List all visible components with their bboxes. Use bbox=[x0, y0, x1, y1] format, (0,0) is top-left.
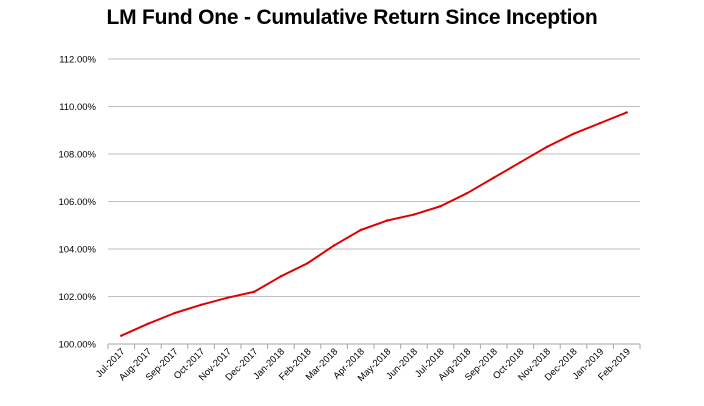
chart-title: LM Fund One - Cumulative Return Since In… bbox=[106, 6, 598, 29]
data-point bbox=[173, 311, 176, 315]
data-point bbox=[359, 228, 362, 232]
data-point bbox=[598, 121, 602, 125]
data-point bbox=[465, 191, 469, 195]
series-line bbox=[120, 111, 628, 337]
y-tick-label: 106.00% bbox=[58, 197, 96, 208]
data-point bbox=[439, 205, 442, 208]
axes bbox=[107, 343, 641, 349]
data-point bbox=[146, 322, 150, 326]
data-point bbox=[332, 244, 336, 247]
series-layer bbox=[120, 111, 628, 337]
y-tick-label: 108.00% bbox=[58, 150, 96, 161]
data-point bbox=[279, 275, 283, 278]
x-tick-labels: Jul-2017Aug-2017Sep-2017Oct-2017Nov-2017… bbox=[94, 346, 633, 384]
y-tick-label: 104.00% bbox=[58, 245, 96, 256]
data-point bbox=[253, 290, 256, 293]
gridlines bbox=[108, 58, 640, 297]
y-tick-label: 102.00% bbox=[58, 292, 96, 303]
y-tick-label: 112.00% bbox=[59, 55, 96, 66]
data-point bbox=[306, 262, 309, 265]
data-point bbox=[412, 213, 416, 216]
data-point bbox=[199, 303, 203, 307]
data-point bbox=[519, 161, 522, 164]
data-point bbox=[492, 176, 495, 179]
y-tick-labels: 100.00% 102.00% 104.00% 106.00% 108.00% 110.0… bbox=[58, 55, 96, 351]
data-point bbox=[545, 145, 549, 149]
data-point bbox=[572, 132, 575, 136]
y-tick-label: 100.00% bbox=[58, 340, 96, 351]
y-tick-label: 110.00% bbox=[59, 102, 96, 113]
data-point bbox=[625, 111, 628, 114]
data-point bbox=[386, 219, 389, 222]
data-point bbox=[226, 296, 229, 299]
data-point bbox=[120, 334, 123, 337]
